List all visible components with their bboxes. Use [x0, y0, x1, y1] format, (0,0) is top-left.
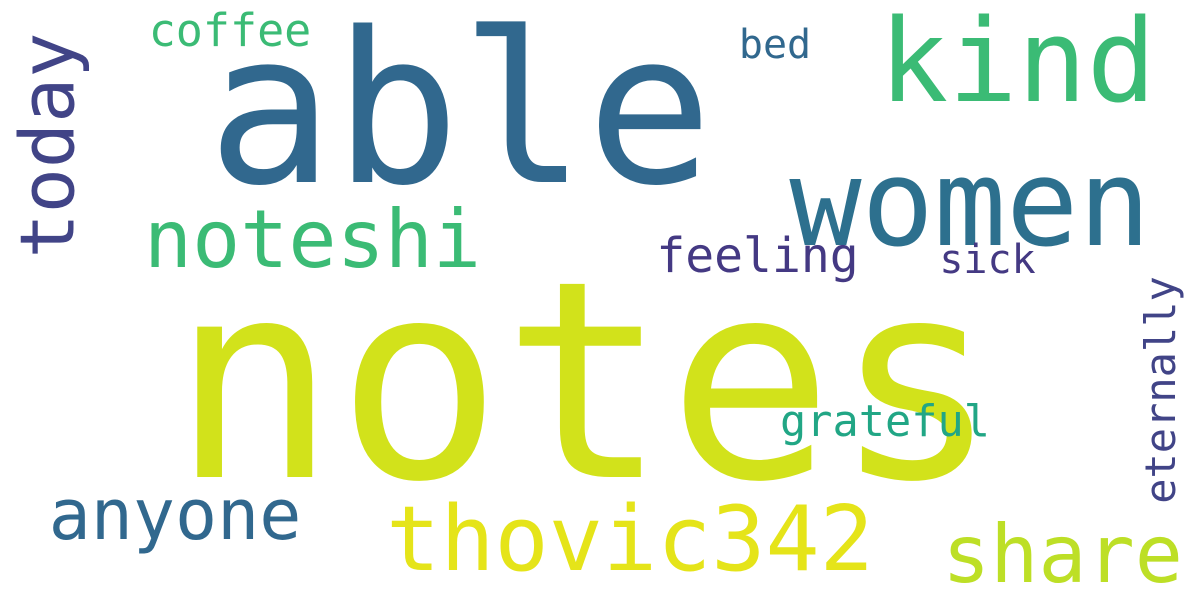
word-coffee: coffee [148, 4, 312, 57]
word-noteshi: noteshi [143, 193, 482, 286]
word-thovic342: thovic342 [386, 487, 874, 592]
word-notes: notes [171, 222, 999, 542]
word-able: able [207, 0, 713, 232]
word-bed: bed [738, 22, 812, 68]
word-today: today [3, 32, 91, 258]
word-grateful: grateful [780, 396, 990, 447]
word-share: share [942, 508, 1183, 600]
word-kind: kind [879, 0, 1156, 129]
word-eternally: eternally [1135, 276, 1185, 504]
word-sick: sick [939, 237, 1036, 283]
word-feeling: feeling [656, 228, 859, 284]
word-anyone: anyone [48, 474, 302, 556]
word-women: women [789, 135, 1151, 274]
